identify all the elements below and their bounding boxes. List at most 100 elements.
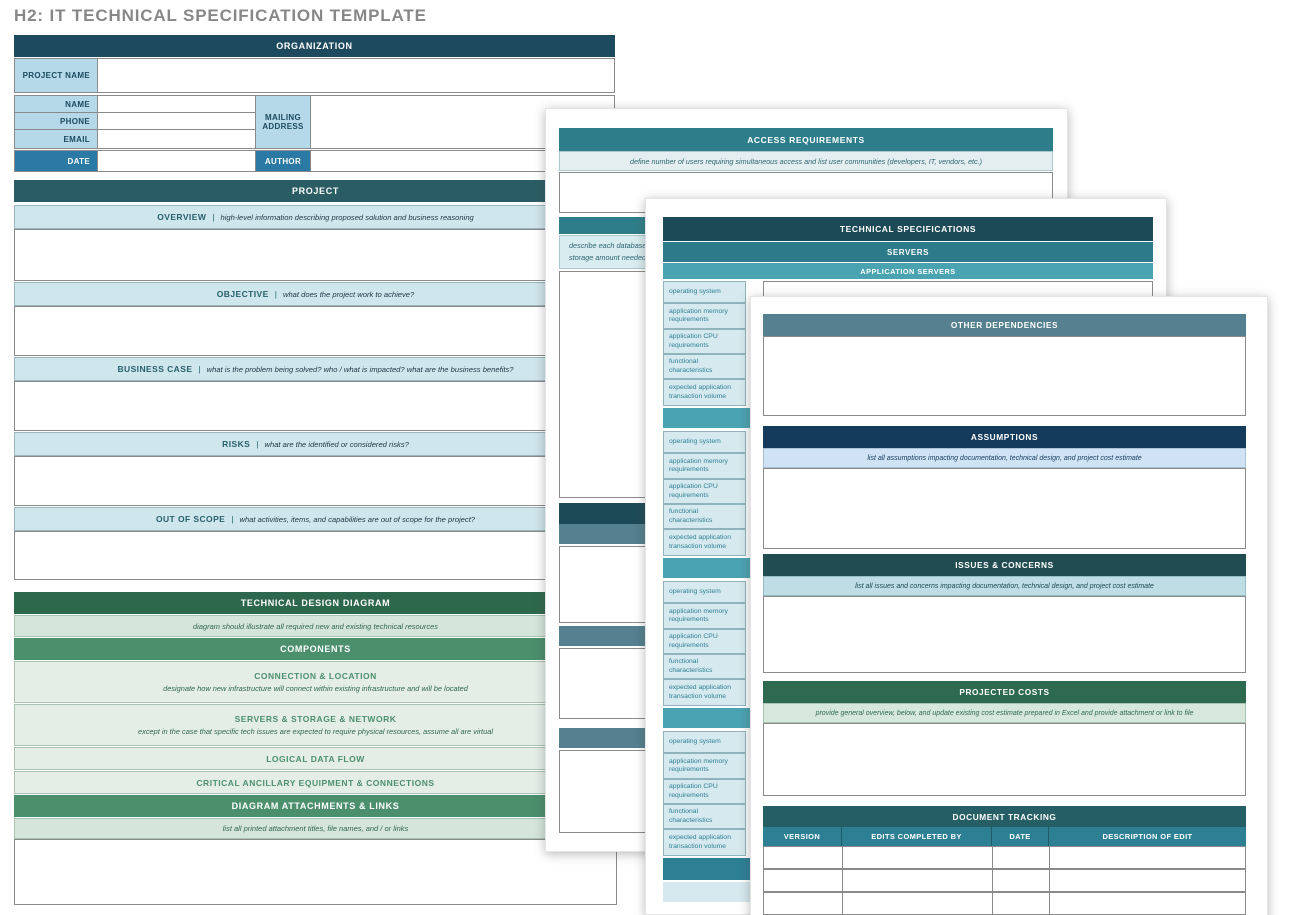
organization-header: ORGANIZATION [14,35,615,57]
column-divider [842,870,843,891]
phone-label: PHONE [14,112,98,130]
other-dependencies-input[interactable] [763,336,1246,416]
column-edits-completed-by: EDITS COMPLETED BY [841,827,991,846]
column-divider [1049,870,1050,891]
date-label: DATE [14,150,98,172]
assumptions-header: ASSUMPTIONS [763,426,1246,448]
component-logical-data-flow: LOGICAL DATA FLOW [14,747,617,770]
project-name-label: PROJECT NAME [14,58,98,93]
pipe-separator: | [256,439,259,449]
server-spec-label: application memory requirements [663,603,746,629]
diagram-attachments-header: DIAGRAM ATTACHMENTS & LINKS [14,795,617,817]
component-label: CRITICAL ANCILLARY EQUIPMENT & CONNECTIO… [196,777,435,788]
assumptions-instruction: list all assumptions impacting documenta… [763,448,1246,468]
overview-label: OVERVIEW [157,212,207,222]
issues-concerns-input[interactable] [763,596,1246,673]
objective-label: OBJECTIVE [216,289,269,299]
pipe-separator: | [198,364,201,374]
server-spec-label: functional characteristics [663,654,746,679]
column-date: DATE [991,827,1048,846]
server-spec-label: operating system [663,431,746,453]
other-dependencies-header: OTHER DEPENDENCIES [763,314,1246,336]
component-connection-location: CONNECTION & LOCATION designate how new … [14,661,617,703]
project-header: PROJECT [14,180,617,202]
technical-design-header: TECHNICAL DESIGN DIAGRAM [14,592,617,614]
date-input[interactable] [97,150,256,172]
out-of-scope-desc: what activities, items, and capabilities… [239,514,476,524]
out-of-scope-input[interactable] [14,531,617,580]
overview-input[interactable] [14,229,617,281]
project-name-input[interactable] [97,58,615,93]
document-tracking-row[interactable] [763,869,1246,892]
name-label: NAME [14,95,98,113]
document-tracking-header: DOCUMENT TRACKING [763,806,1246,827]
column-version: VERSION [783,832,821,841]
page-title: H2: IT TECHNICAL SPECIFICATION TEMPLATE [14,6,427,25]
column-divider [992,870,993,891]
diagram-attachments-instruction: list all printed attachment titles, file… [14,818,617,839]
business-case-bar: BUSINESS CASE | what is the problem being … [14,357,617,381]
objective-input[interactable] [14,306,617,356]
server-spec-label: expected application transaction volume [663,679,746,706]
server-spec-label: application memory requirements [663,753,746,779]
document-tracking-row[interactable] [763,846,1246,869]
database-instruction-line: describe each database [569,241,647,250]
server-spec-label: functional characteristics [663,804,746,829]
column-divider [992,893,993,914]
column-divider [1049,847,1050,868]
server-spec-label: application CPU requirements [663,779,746,804]
assumptions-input[interactable] [763,468,1246,549]
component-label: SERVERS & STORAGE & NETWORK [234,714,397,724]
issues-concerns-instruction: list all issues and concerns impacting d… [763,576,1246,596]
application-servers-header: APPLICATION SERVERS [663,263,1153,279]
access-requirements-instruction: define number of users requiring simulta… [559,151,1053,171]
server-spec-label: operating system [663,731,746,753]
document-tracking-column-headers: VERSION EDITS COMPLETED BY DATE DESCRIPT… [763,827,1246,846]
column-divider [842,847,843,868]
component-servers-storage-network: SERVERS & STORAGE & NETWORK except in th… [14,704,617,746]
diagram-attachments-input[interactable] [14,839,617,905]
pipe-separator: | [231,514,234,524]
risks-bar: RISKS | what are the identified or conside… [14,432,617,456]
component-desc: designate how new infrastructure will co… [163,684,468,693]
pipe-separator: | [212,212,215,222]
server-spec-label: expected application transaction volume [663,829,746,856]
page-dependencies: OTHER DEPENDENCIES ASSUMPTIONS list all … [750,296,1268,915]
server-spec-label: application memory requirements [663,453,746,479]
server-spec-label: operating system [663,281,746,303]
risks-input[interactable] [14,456,617,506]
phone-input[interactable] [97,112,256,130]
server-spec-label: application CPU requirements [663,629,746,654]
column-description-of-edit: DESCRIPTION OF EDIT [1048,827,1246,846]
page-overview: H2: IT TECHNICAL SPECIFICATION TEMPLATE … [0,0,645,915]
overview-desc: high-level information describing propos… [220,212,474,222]
name-input[interactable] [97,95,256,113]
technical-design-instruction: diagram should illustrate all required n… [14,615,617,637]
mailing-address-label: MAILING ADDRESS [255,95,311,149]
email-input[interactable] [97,129,256,149]
server-spec-label: expected application transaction volume [663,529,746,556]
server-spec-label: functional characteristics [663,504,746,529]
server-spec-label: application CPU requirements [663,329,746,354]
column-divider [1049,893,1050,914]
objective-bar: OBJECTIVE | what does the project work to … [14,282,617,306]
email-label: EMAIL [14,129,98,149]
server-spec-label: application CPU requirements [663,479,746,504]
out-of-scope-label: OUT OF SCOPE [155,514,226,524]
business-case-label: BUSINESS CASE [117,364,193,374]
server-spec-label: application memory requirements [663,303,746,329]
business-case-desc: what is the problem being solved? who / … [206,364,514,374]
projected-costs-instruction: provide general overview, below, and upd… [763,703,1246,723]
database-instruction-line: storage amount needed [569,252,647,262]
component-desc: except in the case that specific tech is… [138,727,493,736]
business-case-input[interactable] [14,381,617,431]
technical-specifications-header: TECHNICAL SPECIFICATIONS [663,217,1153,241]
access-requirements-header: ACCESS REQUIREMENTS [559,128,1053,151]
column-divider [992,847,993,868]
component-label: LOGICAL DATA FLOW [266,753,365,764]
issues-concerns-header: ISSUES & CONCERNS [763,554,1246,576]
document-tracking-row[interactable] [763,892,1246,915]
out-of-scope-bar: OUT OF SCOPE | what activities, items, and… [14,507,617,531]
projected-costs-input[interactable] [763,723,1246,796]
